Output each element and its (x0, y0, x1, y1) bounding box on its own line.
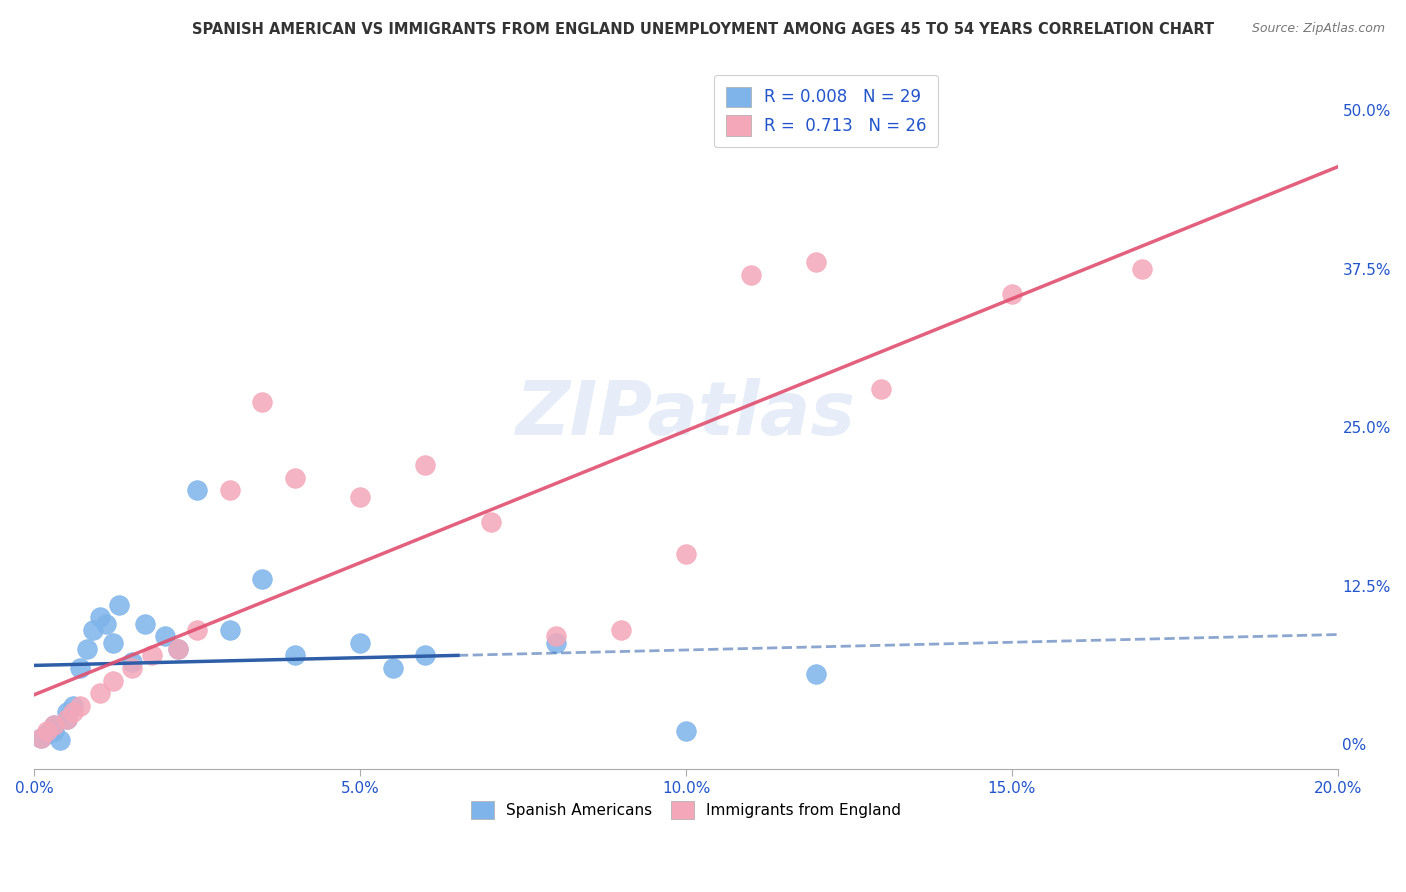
Point (94, 616, 117, 631)
Point (49, 733, 72, 747)
Point (252, 394, 274, 409)
Point (349, 490, 371, 504)
Point (56, 706, 79, 720)
Point (62, 706, 84, 720)
Point (89, 686, 111, 700)
Point (544, 629, 567, 643)
Point (82, 623, 104, 637)
Point (870, 382, 893, 396)
Point (56, 712, 79, 726)
Point (1001, 287, 1024, 301)
Point (349, 635, 371, 649)
Point (186, 483, 208, 498)
Point (415, 648, 437, 663)
Legend: Spanish Americans, Immigrants from England: Spanish Americans, Immigrants from Engla… (465, 795, 907, 825)
Point (166, 641, 188, 656)
Point (218, 623, 240, 637)
Point (806, 255, 828, 269)
Point (153, 629, 176, 643)
Point (42, 724, 65, 739)
Text: SPANISH AMERICAN VS IMMIGRANTS FROM ENGLAND UNEMPLOYMENT AMONG AGES 45 TO 54 YEA: SPANISH AMERICAN VS IMMIGRANTS FROM ENGL… (193, 22, 1213, 37)
Point (610, 623, 633, 637)
Point (218, 483, 240, 498)
Point (806, 667, 828, 681)
Point (134, 616, 156, 631)
Text: Source: ZipAtlas.com: Source: ZipAtlas.com (1251, 22, 1385, 36)
Point (108, 598, 131, 612)
Point (284, 648, 307, 663)
Point (415, 458, 437, 472)
Point (675, 724, 697, 739)
Point (675, 547, 697, 561)
Text: ZIPatlas: ZIPatlas (516, 378, 856, 451)
Point (479, 515, 502, 529)
Point (121, 661, 143, 675)
Point (252, 572, 274, 586)
Point (62, 698, 84, 713)
Point (42, 718, 65, 732)
Point (121, 655, 143, 669)
Point (381, 661, 404, 675)
Point (56, 712, 79, 726)
Point (37, 727, 59, 741)
Point (740, 268, 762, 282)
Point (69, 661, 91, 675)
Point (186, 623, 208, 637)
Point (1130, 261, 1153, 276)
Point (101, 673, 124, 688)
Point (544, 635, 567, 649)
Point (42, 718, 65, 732)
Point (166, 641, 188, 656)
Point (37, 724, 59, 739)
Point (284, 471, 307, 485)
Point (30, 731, 52, 745)
Point (30, 731, 52, 745)
Point (89, 610, 111, 624)
Point (101, 635, 124, 649)
Point (76, 641, 98, 656)
Point (69, 698, 91, 713)
Point (141, 648, 163, 663)
